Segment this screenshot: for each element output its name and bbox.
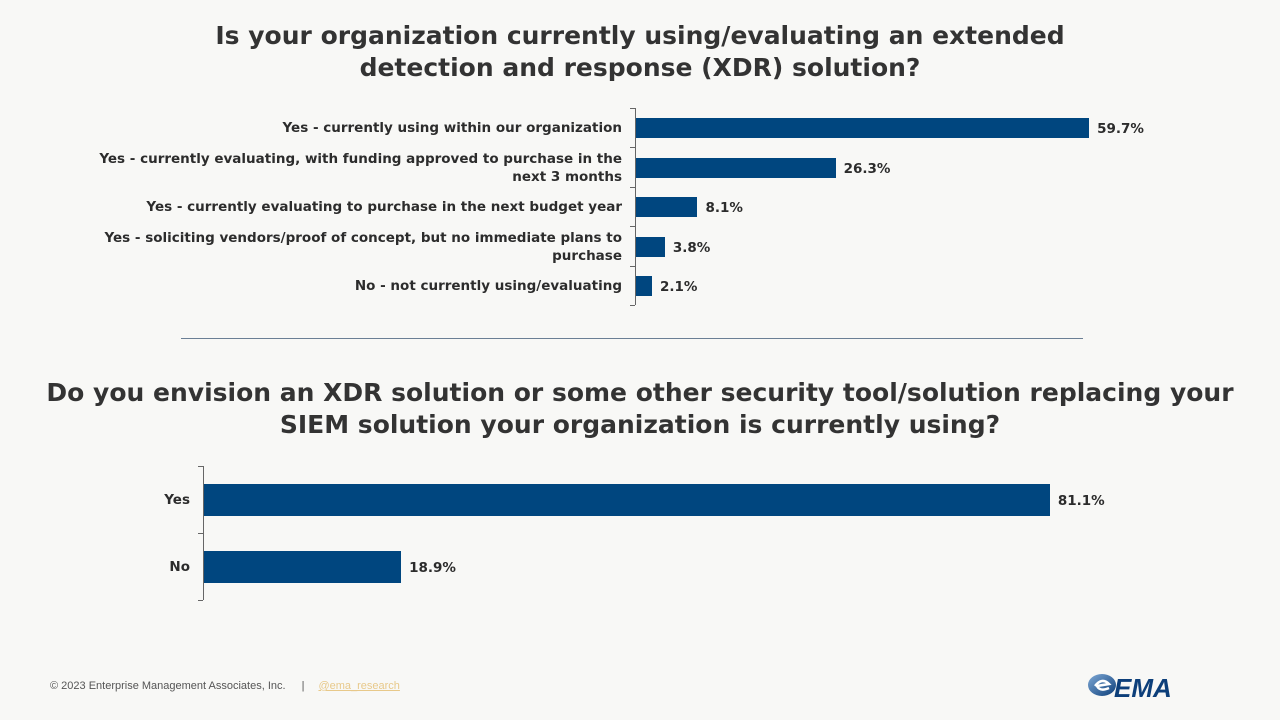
- bar: [204, 484, 1050, 516]
- bar: [204, 551, 402, 583]
- chart2-title-line: Do you envision an XDR solution or some …: [46, 378, 1234, 407]
- category-label: Yes - currently using within our organiz…: [282, 120, 622, 136]
- bar: [636, 237, 665, 257]
- twitter-handle-link[interactable]: @ema_research: [318, 680, 400, 692]
- footer: © 2023 Enterprise Management Associates,…: [50, 680, 400, 692]
- axis-tick: [198, 533, 203, 534]
- axis-tick: [198, 466, 203, 467]
- bar: [636, 118, 1090, 138]
- data-label: 8.1%: [705, 200, 743, 216]
- chart2-title: Do you envision an XDR solution or some …: [0, 377, 1280, 441]
- axis-tick: [630, 147, 635, 148]
- data-label: 59.7%: [1097, 121, 1144, 137]
- svg-text:EMA: EMA: [1114, 673, 1172, 703]
- category-label: Yes - soliciting vendors/proof of concep…: [104, 230, 622, 264]
- category-label: No: [169, 559, 190, 575]
- axis-tick: [630, 226, 635, 227]
- category-label: Yes - currently evaluating, with funding…: [99, 151, 622, 185]
- data-label: 26.3%: [843, 161, 891, 177]
- axis-tick: [630, 187, 635, 188]
- axis-tick: [630, 108, 635, 109]
- category-label: No - not currently using/evaluating: [354, 278, 622, 294]
- bar: [636, 197, 698, 217]
- footer-separator: |: [301, 680, 305, 692]
- ema-logo-icon: EMA: [1088, 673, 1172, 703]
- bar: [636, 276, 652, 296]
- y-axis: [635, 108, 636, 305]
- data-label: 18.9%: [409, 560, 456, 576]
- axis-tick: [198, 600, 203, 601]
- category-label: Yes: [164, 492, 190, 508]
- axis-tick: [630, 266, 635, 267]
- y-axis: [203, 466, 204, 600]
- chart1-title-line: Is your organization currently using/eva…: [215, 21, 1065, 50]
- data-label: 3.8%: [672, 240, 711, 256]
- divider: [181, 338, 1083, 339]
- chart1-title-line: detection and response (XDR) solution?: [359, 53, 921, 82]
- axis-tick: [630, 305, 635, 306]
- category-label: Yes - currently evaluating to purchase i…: [146, 199, 622, 215]
- ema-logo: EMA: [1086, 668, 1196, 704]
- data-label: 2.1%: [659, 279, 698, 295]
- data-label: 81.1%: [1057, 493, 1105, 509]
- chart2-title-line: SIEM solution your organization is curre…: [279, 410, 1001, 439]
- bar: [636, 158, 836, 178]
- copyright: © 2023 Enterprise Management Associates,…: [50, 680, 286, 692]
- chart1-title: Is your organization currently using/eva…: [0, 20, 1280, 84]
